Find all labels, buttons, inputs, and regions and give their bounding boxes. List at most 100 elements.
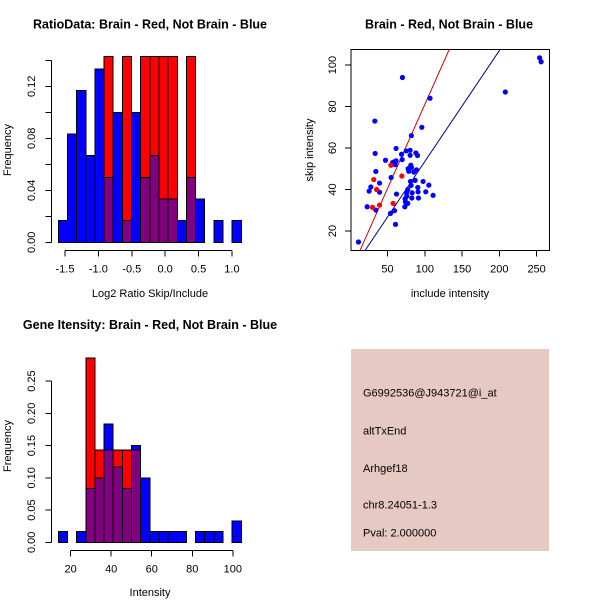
y-tick-label: 40 — [327, 183, 339, 195]
bar-not-brain — [94, 68, 105, 243]
y-tick-label: 20 — [327, 225, 339, 237]
y-tick-label: 60 — [327, 142, 339, 154]
y-tick-label: 0.25 — [26, 370, 38, 391]
point-not-brain — [427, 95, 433, 101]
point-brain — [388, 162, 394, 168]
point-not-brain — [402, 196, 408, 202]
bar-overlap — [121, 488, 132, 543]
point-not-brain — [392, 221, 399, 227]
point-not-brain — [538, 59, 544, 65]
point-not-brain — [412, 177, 418, 183]
bar-overlap — [167, 198, 178, 243]
x-tick-label: 60 — [146, 564, 158, 576]
axes: -1.5 -1.0 -0.5 0.0 0.5 1.0 0.00 0.04 0.08 0.12 — [26, 59, 240, 276]
bar-not-brain — [176, 531, 187, 543]
fit-line-not-brain — [364, 49, 501, 251]
point-not-brain — [405, 200, 411, 207]
x-tick-label: -1.5 — [55, 264, 74, 276]
point-not-brain — [368, 184, 374, 190]
y-axis-label: skip intensity — [304, 118, 316, 181]
plot-box — [350, 48, 550, 252]
bar-overlap — [185, 176, 197, 243]
x-axis-label: include intensity — [411, 288, 490, 300]
event-type: altTxEnd — [363, 426, 406, 438]
point-brain — [371, 176, 377, 183]
chart-title: Brain - Red, Not Brain - Blue — [365, 18, 533, 32]
bar-overlap — [149, 155, 160, 243]
point-brain — [369, 204, 376, 210]
y-axis-label: Frequency — [2, 124, 14, 176]
point-not-brain — [402, 204, 408, 210]
point-not-brain — [420, 178, 426, 185]
point-not-brain — [415, 195, 422, 201]
p-value: Pval: 2.000000 — [363, 527, 436, 539]
y-tick-label: 0.00 — [26, 232, 38, 253]
x-tick-label: 50 — [381, 264, 393, 276]
point-not-brain — [405, 186, 411, 193]
x-tick-label: 150 — [453, 264, 471, 276]
bar-not-brain — [176, 220, 187, 243]
point-not-brain — [382, 157, 389, 163]
point-not-brain — [423, 189, 429, 195]
point-not-brain — [415, 189, 421, 195]
y-tick-label: 0.04 — [26, 180, 38, 201]
y-tick-label: 0.15 — [26, 435, 38, 456]
bar-overlap — [94, 477, 105, 543]
point-not-brain — [391, 208, 398, 214]
bar-overlap — [103, 176, 114, 243]
point-not-brain — [393, 191, 400, 197]
x-tick-label: 0.5 — [191, 264, 206, 276]
bar-overlap — [121, 220, 132, 243]
point-not-brain — [376, 180, 383, 186]
axes: 50 100 150 200 250 20 40 60 80 100 — [327, 56, 546, 276]
point-not-brain — [393, 145, 399, 152]
point-not-brain — [407, 152, 413, 158]
x-tick-label: 100 — [224, 564, 242, 576]
point-not-brain — [430, 192, 436, 198]
point-not-brain — [409, 190, 415, 196]
bar-not-brain — [195, 531, 206, 543]
chart-title: Gene Itensity: Brain - Red, Not Brain - … — [23, 318, 277, 332]
fit-lines — [359, 49, 501, 251]
bar-not-brain — [131, 111, 142, 243]
bar-not-brain — [213, 531, 224, 543]
x-tick-label: 40 — [105, 564, 117, 576]
x-axis-label: Log2 Ratio Skip/Include — [92, 288, 208, 300]
y-tick-label: 0.10 — [26, 467, 38, 488]
point-not-brain — [405, 166, 411, 172]
point-brain — [377, 202, 383, 208]
histogram-bars — [57, 56, 242, 243]
bar-overlap — [131, 449, 142, 543]
point-brain — [373, 186, 380, 193]
bar-not-brain — [149, 531, 160, 543]
bar-not-brain — [76, 531, 87, 543]
gene-name: Arhgef18 — [363, 463, 408, 475]
scatter-points — [355, 55, 544, 245]
point-not-brain — [407, 178, 414, 185]
point-not-brain — [399, 74, 406, 81]
point-not-brain — [408, 182, 414, 188]
point-not-brain — [398, 151, 405, 157]
axes: 20 40 60 80 100 0.00 0.05 0.10 0.15 0.20 0.25 — [26, 370, 242, 575]
point-not-brain — [372, 150, 378, 157]
point-not-brain — [426, 182, 432, 188]
bar-not-brain — [231, 220, 242, 243]
point-not-brain — [415, 184, 421, 191]
point-not-brain — [388, 174, 394, 181]
genomic-location: chr8.24051-1.3 — [363, 500, 437, 512]
info-panel-background — [351, 349, 549, 551]
point-not-brain — [419, 124, 425, 130]
y-tick-label: 0.00 — [26, 532, 38, 553]
chart-title: RatioData: Brain - Red, Not Brain - Blue — [33, 18, 267, 32]
x-tick-label: 100 — [416, 264, 434, 276]
y-axis-label: Frequency — [2, 420, 14, 472]
x-tick-label: -1.0 — [89, 264, 108, 276]
point-not-brain — [372, 118, 378, 124]
point-not-brain — [409, 195, 415, 201]
probe-id: G6992536@J943721@i_at — [363, 387, 497, 399]
bar-not-brain — [195, 198, 206, 243]
bar-not-brain — [112, 111, 123, 243]
bar-overlap — [158, 198, 169, 243]
point-not-brain — [403, 148, 409, 154]
